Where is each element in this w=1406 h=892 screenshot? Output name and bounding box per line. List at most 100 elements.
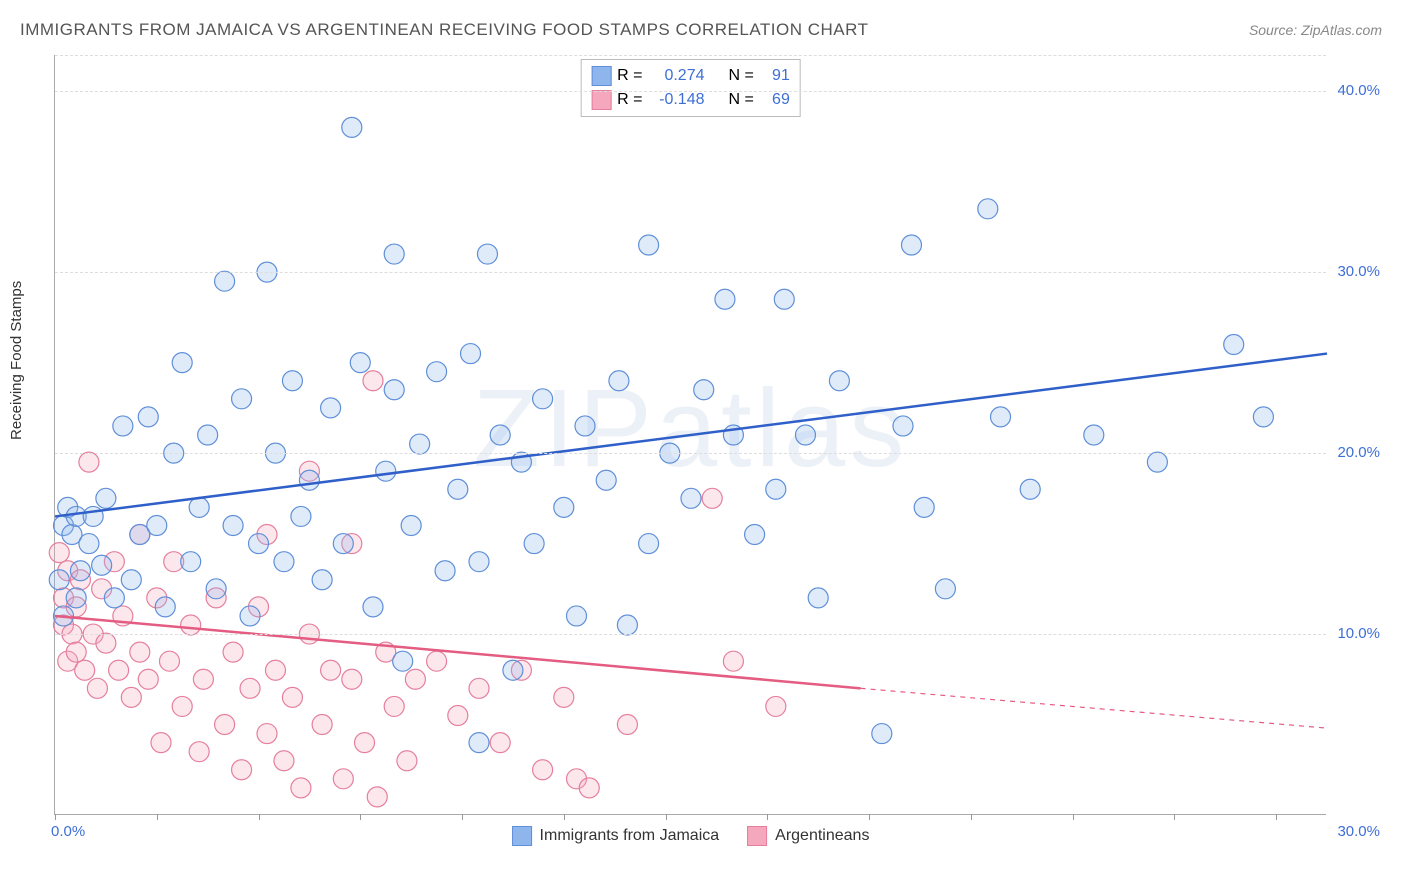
series-a-label: Immigrants from Jamaica	[540, 827, 720, 845]
scatter-point-a	[533, 389, 553, 409]
scatter-point-a	[189, 497, 209, 517]
scatter-point-a	[138, 407, 158, 427]
scatter-point-a	[181, 552, 201, 572]
scatter-point-b	[533, 760, 553, 780]
scatter-point-b	[291, 778, 311, 798]
scatter-point-b	[121, 687, 141, 707]
scatter-point-a	[96, 488, 116, 508]
xtick-label: 0.0%	[51, 823, 85, 840]
r-label: R =	[617, 67, 642, 85]
chart-plot-area: ZIPatlas R = 0.274 N = 91 R = -0.148 N =…	[54, 55, 1326, 815]
xtick	[869, 814, 870, 820]
trend-line-b	[55, 616, 861, 688]
scatter-point-a	[70, 561, 90, 581]
gridline-h	[55, 55, 1326, 56]
scatter-point-a	[829, 371, 849, 391]
scatter-point-b	[240, 678, 260, 698]
scatter-point-a	[978, 199, 998, 219]
scatter-point-b	[189, 742, 209, 762]
scatter-point-b	[181, 615, 201, 635]
scatter-point-a	[715, 289, 735, 309]
scatter-point-b	[265, 660, 285, 680]
scatter-point-a	[554, 497, 574, 517]
scatter-point-b	[49, 543, 69, 563]
xtick	[767, 814, 768, 820]
scatter-point-b	[554, 687, 574, 707]
scatter-point-b	[172, 696, 192, 716]
scatter-point-b	[66, 642, 86, 662]
scatter-point-b	[274, 751, 294, 771]
scatter-point-a	[376, 461, 396, 481]
scatter-point-a	[249, 534, 269, 554]
gridline-h	[55, 272, 1326, 273]
xtick	[1073, 814, 1074, 820]
scatter-point-a	[567, 606, 587, 626]
xtick	[1174, 814, 1175, 820]
scatter-point-a	[477, 244, 497, 264]
scatter-point-b	[766, 696, 786, 716]
n-value-a: 91	[760, 67, 790, 85]
scatter-point-b	[257, 724, 277, 744]
n-label: N =	[729, 91, 754, 109]
r-value-a: 0.274	[649, 67, 705, 85]
scatter-point-b	[215, 715, 235, 735]
scatter-point-a	[384, 244, 404, 264]
scatter-point-a	[435, 561, 455, 581]
scatter-point-a	[609, 371, 629, 391]
ytick-label: 10.0%	[1337, 625, 1380, 642]
scatter-point-b	[702, 488, 722, 508]
scatter-point-b	[109, 660, 129, 680]
xtick	[564, 814, 565, 820]
scatter-point-b	[159, 651, 179, 671]
scatter-point-b	[448, 705, 468, 725]
scatter-point-a	[461, 344, 481, 364]
scatter-point-a	[232, 389, 252, 409]
scatter-point-a	[766, 479, 786, 499]
scatter-point-a	[393, 651, 413, 671]
swatch-series-b-bottom	[747, 826, 767, 846]
xtick-label: 30.0%	[1337, 823, 1380, 840]
scatter-point-a	[935, 579, 955, 599]
gridline-h	[55, 634, 1326, 635]
scatter-point-a	[795, 425, 815, 445]
scatter-point-b	[232, 760, 252, 780]
scatter-point-a	[893, 416, 913, 436]
scatter-point-a	[617, 615, 637, 635]
scatter-point-a	[1084, 425, 1104, 445]
gridline-h	[55, 91, 1326, 92]
scatter-point-a	[401, 515, 421, 535]
scatter-point-a	[206, 579, 226, 599]
chart-title: IMMIGRANTS FROM JAMAICA VS ARGENTINEAN R…	[20, 20, 868, 40]
scatter-point-a	[291, 506, 311, 526]
scatter-point-a	[490, 425, 510, 445]
scatter-point-a	[639, 534, 659, 554]
y-axis-label: Receiving Food Stamps	[8, 281, 25, 440]
scatter-point-a	[808, 588, 828, 608]
n-label: N =	[729, 67, 754, 85]
scatter-point-a	[104, 588, 124, 608]
scatter-point-a	[774, 289, 794, 309]
xtick	[259, 814, 260, 820]
scatter-point-a	[223, 515, 243, 535]
scatter-point-b	[617, 715, 637, 735]
scatter-point-a	[596, 470, 616, 490]
xtick	[1276, 814, 1277, 820]
scatter-point-a	[215, 271, 235, 291]
scatter-point-b	[138, 669, 158, 689]
scatter-point-a	[299, 470, 319, 490]
scatter-point-b	[151, 733, 171, 753]
scatter-point-b	[282, 687, 302, 707]
scatter-point-a	[1147, 452, 1167, 472]
trend-line-b-dashed	[861, 688, 1327, 728]
scatter-point-a	[282, 371, 302, 391]
scatter-point-b	[405, 669, 425, 689]
scatter-point-b	[333, 769, 353, 789]
n-value-b: 69	[760, 91, 790, 109]
scatter-point-a	[321, 398, 341, 418]
scatter-point-b	[723, 651, 743, 671]
xtick	[462, 814, 463, 820]
swatch-series-b	[591, 90, 611, 110]
legend-row-series-a: R = 0.274 N = 91	[591, 64, 790, 88]
ytick-label: 40.0%	[1337, 82, 1380, 99]
scatter-point-a	[1253, 407, 1273, 427]
